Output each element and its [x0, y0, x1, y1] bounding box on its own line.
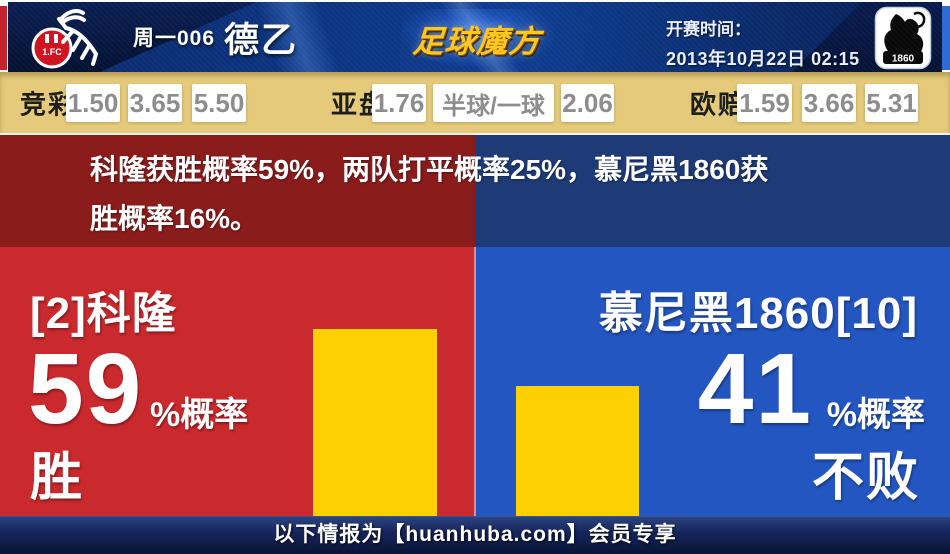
away-team-panel: 慕尼黑1860[10] 41 %概率 不败: [475, 247, 950, 516]
right-blue-accent-strip: [942, 6, 950, 70]
league-name: 德乙: [224, 20, 299, 60]
away-probability-suffix: %概率: [826, 396, 925, 434]
match-title: 周一006 德乙: [133, 2, 298, 72]
summary-blue-background: [475, 135, 950, 247]
jingcai-home-odds: 1.50: [66, 84, 120, 122]
kickoff-time: 2013年10月22日 02:15: [666, 49, 860, 69]
match-week-number: 周一006: [133, 27, 216, 50]
koln-badge-text: 1.FC: [42, 47, 62, 57]
euro-home-odds: 1.59: [737, 84, 792, 122]
munich1860-badge-icon: 1860: [874, 6, 932, 70]
euro-away-odds: 5.31: [865, 84, 918, 122]
home-win-probability: 59: [28, 333, 144, 445]
header-background: 1.FC 周一006 德乙: [8, 2, 942, 72]
goat-icon: [57, 9, 98, 66]
prediction-summary-band: 科隆获胜概率59%，两队打平概率25%，慕尼黑1860获 胜概率16%。: [0, 135, 950, 247]
header-light-streak: [223, 2, 373, 72]
lion-crest-icon: 1860: [874, 6, 932, 70]
home-team-name: [2]科隆: [30, 289, 177, 338]
header-bar: 1.FC 周一006 德乙: [0, 0, 950, 72]
kickoff-label: 开赛时间：: [666, 20, 751, 39]
jingcai-odds-label: 竞彩: [20, 89, 77, 119]
home-probability-bar: [313, 329, 437, 516]
header-diagonal-left: [8, 2, 256, 72]
home-probability-suffix: %概率: [150, 396, 249, 434]
probability-panels: [2]科隆 59 %概率 胜 慕尼黑1860[10] 41 %概率 不败: [0, 247, 950, 516]
asian-home-odds: 1.76: [372, 84, 426, 122]
footer-bar: 以下情报为【huanhuba.com】会员专享: [0, 516, 950, 554]
kickoff-block: 开赛时间： 2013年10月22日 02:15: [666, 15, 860, 71]
koln-badge-icon: 1.FC: [22, 8, 122, 70]
asian-away-odds: 2.06: [561, 84, 614, 122]
lion-icon: [884, 14, 924, 59]
away-probability-bar: [516, 386, 639, 516]
odds-bar: 竞彩 1.50 3.65 5.50 亚盘 1.76 半球/一球 2.06 欧赔 …: [0, 72, 950, 133]
summary-line2: 胜概率16%。: [90, 203, 259, 234]
away-team-name: 慕尼黑1860[10]: [598, 289, 918, 338]
left-red-accent-strip: [0, 6, 7, 70]
member-notice-link[interactable]: 以下情报为【huanhuba.com】会员专享: [273, 523, 677, 546]
euro-odds-label: 欧赔: [690, 89, 747, 119]
euro-draw-odds: 3.66: [802, 84, 856, 122]
away-outcome-label: 不败: [811, 449, 920, 507]
jingcai-away-odds: 5.50: [192, 84, 246, 122]
summary-line1: 科隆获胜概率59%，两队打平概率25%，慕尼黑1860获: [90, 154, 769, 185]
prediction-summary-text: 科隆获胜概率59%，两队打平概率25%，慕尼黑1860获 胜概率16%。: [90, 145, 880, 243]
site-logo-glow: 足球魔方: [371, 2, 591, 72]
home-team-panel: [2]科隆 59 %概率 胜: [0, 247, 475, 516]
goat-crest-icon: 1.FC: [31, 9, 98, 69]
away-unbeaten-probability: 41: [697, 333, 813, 445]
jingcai-draw-odds: 3.65: [128, 84, 182, 122]
summary-red-background: [0, 135, 475, 247]
munich1860-badge-text: 1860: [892, 54, 915, 65]
header-diagonal-right: [792, 2, 942, 72]
asian-handicap: 半球/一球: [433, 84, 554, 122]
panel-divider: [474, 247, 476, 516]
site-logo[interactable]: 足球魔方: [411, 23, 543, 59]
home-outcome-label: 胜: [30, 449, 85, 507]
separator-line: [0, 133, 950, 135]
